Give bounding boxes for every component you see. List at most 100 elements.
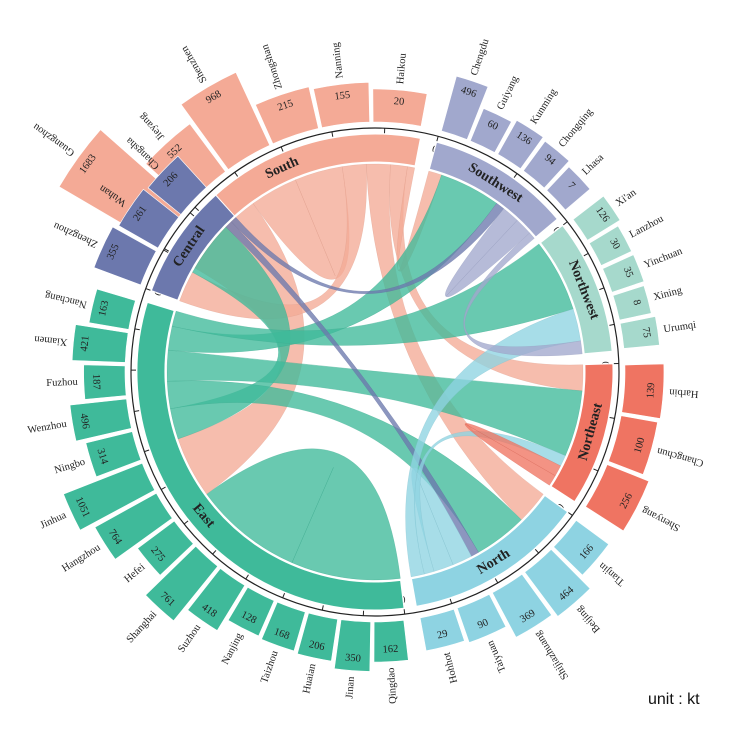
chord-east-to-northwest-11	[171, 243, 574, 346]
city-bar-suzhou	[187, 568, 246, 631]
city-value-guiyang: 60	[485, 118, 499, 132]
city-name-suzhou: Suzhou	[176, 622, 203, 655]
city-bar-shenyang	[585, 464, 650, 532]
tick-east-7	[160, 486, 166, 490]
city-name-beijing: Beijing	[574, 603, 603, 634]
city-name-lanzhou: Lanzhou	[628, 213, 666, 240]
tick-south-1	[194, 206, 200, 212]
city-value-xining: 8	[630, 299, 642, 307]
region-arc-northeast	[550, 363, 614, 503]
city-bar-harbin	[621, 363, 665, 419]
chord-north-to-northwest-16	[405, 308, 581, 578]
city-name-chengdu: Chengdu	[469, 37, 492, 77]
city-bar-shijiazhuang	[491, 573, 553, 638]
tick-east-4	[245, 574, 249, 580]
city-name-yinchuan: Yinchuan	[643, 246, 685, 271]
city-name-nanjing: Nanjing	[220, 631, 246, 667]
city-bar-jinan	[334, 619, 371, 672]
city-name-xi-an: Xi'an	[614, 187, 639, 209]
city-bar-wenzhou	[69, 398, 132, 442]
city-bar-zhengzhou	[93, 226, 157, 286]
city-name-hefei: Hefei	[122, 562, 147, 585]
city-name-harbin: Harbin	[668, 386, 699, 399]
region-arc-central	[150, 194, 236, 301]
city-bar-nanjing	[227, 586, 275, 637]
tick-east-0	[403, 609, 406, 615]
tick-northwest-3	[609, 323, 615, 326]
chord-southwest-to-southwest-18	[445, 208, 530, 298]
city-value-chengdu: 496	[459, 85, 477, 100]
chord-central-to-southwest-13	[230, 203, 505, 294]
city-value-nanchang: 163	[97, 300, 111, 318]
city-value-huaian: 206	[308, 639, 326, 653]
city-name-ningbo: Ningbo	[53, 457, 86, 477]
city-name-huaian: Huaian	[301, 662, 318, 695]
tick-east-6	[183, 520, 189, 525]
city-bar-tianjin	[553, 519, 610, 576]
tick-north-1	[534, 548, 539, 554]
city-bar-hefei	[137, 520, 194, 576]
city-name-fuzhou: Fuzhou	[46, 377, 79, 389]
city-value-yinchuan: 35	[621, 266, 635, 280]
city-bar-chengdu	[441, 75, 489, 140]
city-name-zhengzhou: Zhengzhou	[51, 219, 99, 249]
city-bar-urumqi	[619, 316, 660, 349]
tick-east-9	[134, 410, 140, 412]
city-name-shenzhen: Shenzhen	[179, 43, 210, 84]
city-bar-taiyuan	[456, 593, 507, 643]
tick-east-2	[321, 605, 324, 611]
city-name-shanghai: Shanghai	[125, 609, 160, 645]
tick-north-3	[449, 598, 453, 604]
city-name-tianjin: Tianjin	[597, 559, 628, 587]
chord-south-to-south-2	[252, 166, 350, 280]
tick-northeast-1	[609, 416, 615, 419]
tick-central-1	[164, 248, 170, 252]
city-bar-yinchuan	[602, 254, 645, 293]
city-value-lhasa: 7	[565, 180, 577, 191]
city-name-kunming: Kunming	[529, 86, 560, 126]
city-name-jinan: Jinan	[344, 675, 357, 699]
city-value-jinan: 350	[345, 653, 362, 665]
city-name-guiyang: Guiyang	[495, 74, 521, 112]
city-value-fuzhou: 187	[90, 374, 102, 390]
tick-north-0	[568, 512, 573, 516]
city-bar-wuhan	[118, 188, 180, 249]
chord-east-to-northeast-9	[166, 349, 583, 456]
city-name-changchun: Changchun	[655, 445, 705, 469]
tick-southwest-0	[436, 136, 439, 142]
city-name-lhasa: Lhasa	[580, 152, 606, 177]
city-name-shenyang: Shenyang	[639, 504, 682, 533]
tick-central-0	[145, 288, 151, 291]
chord-northeast-to-northeast-17	[464, 423, 561, 486]
city-bar-qingdao	[373, 620, 409, 663]
tick-south-2	[234, 172, 239, 177]
city-bar-hangzhou	[94, 492, 173, 560]
city-value-taiyuan: 90	[476, 617, 490, 631]
city-value-zhongshan: 215	[276, 98, 294, 113]
tick-northeast-2	[593, 468, 599, 472]
city-bar-shanghai	[145, 545, 219, 622]
axis-ring-circle	[130, 127, 620, 617]
city-name-nanning: Nanning	[330, 41, 345, 79]
city-value-hohhot: 29	[436, 628, 449, 641]
city-bar-guiyang	[469, 108, 512, 153]
city-value-haikou: 20	[393, 96, 404, 108]
city-bar-changchun	[608, 415, 658, 475]
city-bar-kunming	[497, 119, 544, 170]
city-name-wenzhou: Wenzhou	[27, 419, 68, 437]
chord-southwest-to-northwest-19	[463, 232, 583, 357]
city-name-nanchang: Nanchang	[43, 289, 88, 310]
chord-east-to-east-0	[206, 448, 401, 581]
city-bar-haikou	[372, 88, 428, 127]
tick-north-2	[494, 578, 499, 584]
city-name-taiyuan: Taiyuan	[485, 638, 509, 674]
city-name-xining: Xining	[652, 285, 684, 303]
tick-central-2	[189, 212, 195, 217]
city-bar-nanchang	[88, 288, 136, 330]
city-value-urumqi: 75	[640, 326, 652, 338]
city-bar-ningbo	[85, 431, 142, 478]
tick-northwest-1	[583, 252, 589, 257]
city-bar-beijing	[524, 548, 591, 617]
city-bar-lhasa	[546, 166, 591, 211]
